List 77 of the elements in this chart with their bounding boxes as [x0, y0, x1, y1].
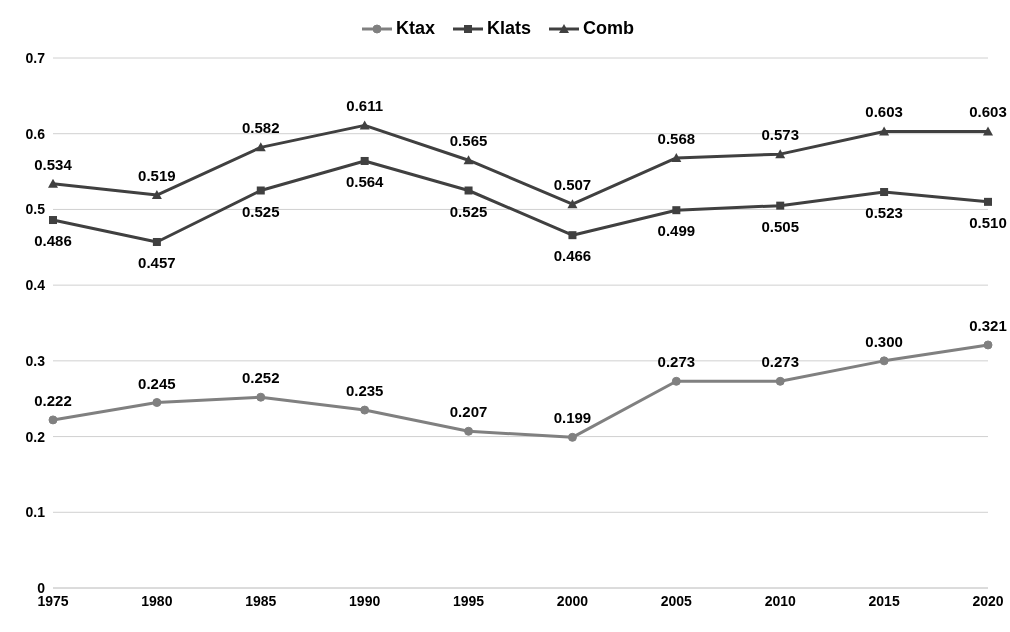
y-tick-label: 0.4 [25, 277, 46, 294]
point [568, 231, 577, 240]
point [463, 155, 474, 165]
point [983, 340, 993, 350]
point [776, 201, 785, 210]
data-label: 0.525 [449, 202, 488, 220]
point [256, 186, 265, 195]
point [879, 356, 889, 366]
data-label: 0.519 [138, 167, 176, 185]
point [48, 415, 58, 425]
x-tick-label: 1995 [452, 592, 485, 609]
x-tick-label: 1990 [349, 592, 381, 609]
point [49, 216, 57, 225]
data-label: 0.573 [761, 126, 799, 144]
point [671, 376, 681, 386]
x-tick-label: 2020 [972, 592, 1004, 609]
legend-label: Ktax [395, 18, 435, 39]
x-tick-label: 2015 [868, 592, 900, 609]
point [152, 398, 162, 407]
y-tick-label: 0.2 [25, 428, 46, 445]
point [360, 156, 369, 165]
data-label: 0.568 [657, 129, 696, 147]
data-label: 0.252 [242, 369, 280, 387]
data-label: 0.300 [865, 332, 903, 350]
legend-label: Comb [582, 18, 635, 39]
data-label: 0.457 [138, 253, 176, 271]
x-tick-label: 1980 [141, 592, 173, 609]
point [48, 178, 58, 188]
data-label: 0.534 [34, 155, 73, 173]
y-tick-label: 0.6 [25, 125, 46, 142]
data-label: 0.611 [346, 97, 384, 115]
point [775, 376, 785, 386]
data-label: 0.564 [345, 172, 385, 190]
point [984, 197, 992, 206]
point [256, 392, 266, 402]
data-label: 0.245 [138, 374, 176, 392]
y-tick-label: 0.7 [25, 49, 46, 66]
y-tick-label: 0.3 [25, 352, 46, 369]
point [880, 188, 889, 197]
data-label: 0.505 [761, 217, 799, 235]
data-label: 0.466 [553, 247, 592, 265]
data-label: 0.582 [242, 119, 280, 137]
data-label: 0.510 [969, 213, 1007, 231]
data-label: 0.199 [553, 409, 592, 427]
y-tick-label: 0.1 [25, 504, 46, 521]
point [359, 120, 370, 130]
x-tick-label: 2010 [764, 592, 796, 609]
data-label: 0.273 [657, 353, 696, 371]
x-tick-label: 2005 [660, 592, 693, 609]
x-tick-label: 2000 [556, 592, 589, 609]
point [151, 190, 162, 200]
data-label: 0.222 [34, 391, 72, 409]
point [775, 149, 786, 159]
data-label: 0.507 [553, 176, 592, 194]
data-label: 0.486 [34, 232, 72, 250]
data-label: 0.523 [865, 204, 903, 222]
point [360, 405, 370, 415]
point [671, 152, 682, 162]
data-label: 0.273 [761, 353, 799, 371]
data-label: 0.565 [449, 132, 488, 150]
data-label: 0.603 [865, 103, 903, 121]
point [464, 186, 473, 195]
point [567, 199, 578, 209]
data-label: 0.321 [969, 316, 1007, 334]
data-label: 0.499 [657, 222, 696, 240]
point [567, 432, 577, 442]
x-tick-label: 1985 [245, 592, 277, 609]
data-label: 0.603 [969, 103, 1007, 121]
point [152, 237, 161, 246]
point [464, 426, 474, 436]
data-label: 0.525 [242, 202, 280, 220]
data-label: 0.207 [449, 403, 488, 421]
point [255, 142, 266, 152]
point [672, 206, 681, 215]
legend-label: Klats [486, 18, 532, 39]
data-label: 0.235 [345, 382, 384, 400]
y-tick-label: 0.5 [25, 201, 46, 218]
